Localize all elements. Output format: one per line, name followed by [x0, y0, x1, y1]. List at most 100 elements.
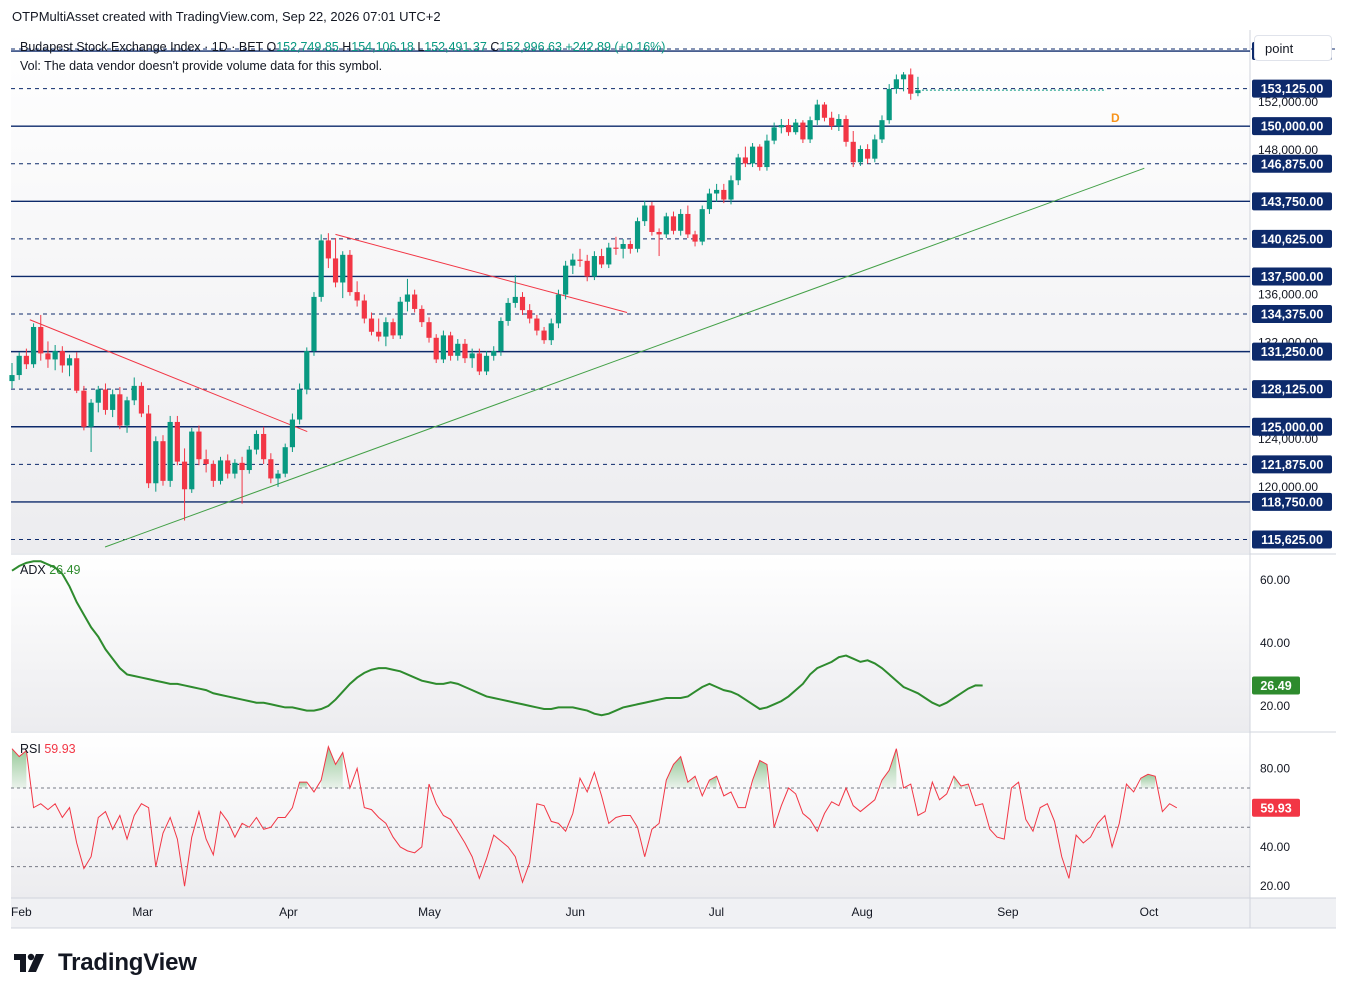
candle-body [426, 322, 432, 338]
legend-high-key: H [342, 40, 352, 54]
tradingview-logo-icon [14, 950, 50, 976]
candle-body [706, 193, 713, 210]
level-label: 121,875.00 [1261, 458, 1324, 472]
candle-body [289, 419, 296, 448]
rsi-overbought-fill [752, 760, 767, 788]
candle-body [117, 394, 123, 426]
candle-body [45, 353, 51, 360]
time-axis-label: Mar [132, 905, 153, 919]
candle-body [268, 459, 274, 479]
candle-body [865, 149, 871, 159]
candle-body [275, 473, 281, 479]
candle-body [217, 460, 224, 481]
adx-axis-label: 20.00 [1260, 699, 1290, 713]
candle-body [678, 213, 684, 231]
time-axis-label: Sep [997, 905, 1019, 919]
level-label: 137,500.00 [1261, 270, 1324, 284]
candle-body [81, 390, 87, 427]
time-axis-label: Oct [1140, 905, 1159, 919]
candle-body [282, 447, 288, 474]
candle-body [174, 421, 180, 462]
candle-body [253, 433, 260, 450]
level-label-box [1252, 530, 1332, 549]
candle-body [318, 240, 324, 297]
ohlc-legend: Budapest Stock Exchange Index · 1D · BET… [20, 40, 665, 54]
rsi-overbought-fill [881, 748, 897, 788]
candle-body [160, 441, 166, 481]
rsi-legend-value: 59.93 [44, 742, 76, 756]
time-axis-label: May [418, 905, 441, 919]
adx-axis-label: 60.00 [1260, 573, 1290, 587]
candle-body [908, 74, 914, 94]
candle-body [606, 247, 612, 265]
adx-pane-background [11, 555, 1250, 731]
candle-body [721, 189, 727, 200]
level-label-box [1252, 229, 1332, 248]
candle-body [764, 140, 770, 168]
candle-body [9, 375, 15, 382]
level-label-box [1252, 192, 1332, 211]
level-label-box [1252, 492, 1332, 511]
candle-body [670, 216, 677, 231]
candle-body [311, 296, 317, 352]
candle-body [167, 421, 173, 481]
candle-body [462, 343, 468, 359]
candle-body [577, 259, 583, 261]
candle-body [807, 120, 813, 140]
rsi-overbought-fill [299, 782, 307, 788]
candle-body [900, 74, 907, 80]
level-label-box [1252, 154, 1332, 173]
candle-body [297, 389, 303, 420]
candle-body [785, 124, 792, 133]
candle-body [38, 326, 44, 354]
candle-body [23, 355, 29, 365]
rsi-value-box [1252, 798, 1300, 817]
candle-body [512, 296, 518, 303]
candle-body [131, 385, 137, 401]
legend-change: +242.89 (+0.16%) [565, 40, 666, 54]
tradingview-logo[interactable]: TradingView [14, 949, 197, 977]
level-label-box [1252, 267, 1332, 286]
candle-body [534, 318, 540, 331]
candle-body [656, 231, 662, 235]
level-label-box [1252, 380, 1332, 399]
candle-body [239, 462, 245, 471]
candle-body [627, 244, 633, 249]
candle-body [354, 292, 360, 301]
chart-credit-header: OTPMultiAsset created with TradingView.c… [12, 9, 441, 24]
candle-body [591, 256, 597, 277]
price-pane-background [11, 30, 1250, 553]
adx-value-label: 26.49 [1260, 679, 1291, 693]
adx-axis-label: 40.00 [1260, 636, 1290, 650]
legend-close-key: C [490, 40, 500, 54]
price-scale-mode-button[interactable]: point [1254, 35, 1332, 61]
rsi-axis-label: 40.00 [1260, 840, 1290, 854]
time-axis-label: Feb [11, 905, 32, 919]
candle-body [649, 205, 655, 232]
price-axis-label: 148,000.00 [1258, 143, 1318, 157]
candle-body [325, 240, 331, 259]
volume-note: Vol: The data vendor doesn't provide vol… [20, 59, 383, 73]
time-axis-label: Jul [709, 905, 724, 919]
level-label: 143,750.00 [1261, 195, 1324, 209]
candle-body [433, 337, 439, 360]
candle-body [814, 104, 820, 121]
candle-body [447, 335, 454, 356]
legend-close: 152,996.63 [499, 40, 562, 54]
candle-body [778, 124, 784, 128]
adx-legend: ADX 26.49 [20, 563, 80, 577]
time-axis-label: Jun [566, 905, 585, 919]
candle-body [893, 79, 899, 89]
candle-body [368, 318, 375, 332]
level-label: 115,625.00 [1261, 533, 1323, 547]
level-label-box [1252, 342, 1332, 361]
candle-body [412, 294, 418, 309]
price-axis-label: 120,000.00 [1258, 480, 1318, 494]
level-label: 128,125.00 [1261, 383, 1324, 397]
candle-body [642, 205, 648, 222]
candle-body [570, 259, 576, 266]
candle-body [843, 118, 849, 142]
legend-open: 152,749.85 [276, 40, 339, 54]
candle-body [383, 322, 389, 337]
